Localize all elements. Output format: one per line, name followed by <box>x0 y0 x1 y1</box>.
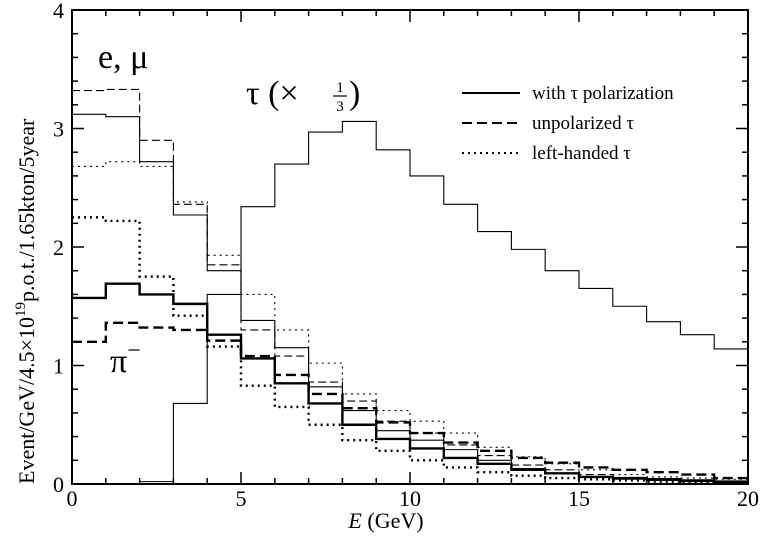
tick-labels: 0 5 10 15 20 0 1 2 3 4 <box>53 0 759 511</box>
annotation-pi-superscript: − <box>127 338 141 364</box>
annotation-tau-close: ) <box>349 75 360 112</box>
series-e_mu-dashed <box>72 88 748 483</box>
x-tick-label: 20 <box>737 486 759 511</box>
y-axis-label-exponent: 19 <box>13 302 29 317</box>
series-pi-dashed <box>72 321 748 480</box>
legend-label-unpolarized: unpolarized τ <box>532 113 634 134</box>
y-tick-label: 1 <box>53 354 64 379</box>
annotation-pi-symbol: π <box>110 343 127 380</box>
y-axis-label-main: Event/GeV/4.5×10 <box>14 317 39 484</box>
x-axis-unit: (GeV) <box>362 508 424 533</box>
x-tick-label: 15 <box>568 486 590 511</box>
x-tick-label: 0 <box>67 486 78 511</box>
x-axis-variable: E <box>347 508 362 533</box>
y-tick-label: 0 <box>53 472 64 497</box>
series-tau-solid <box>72 120 749 485</box>
y-axis-label-rest: p.o.t./1.65kton/5year <box>14 118 39 302</box>
annotation-tau: τ (× <box>246 75 299 112</box>
annotation-e-mu: e, μ <box>98 39 148 76</box>
series-group <box>72 88 749 485</box>
legend-label-left-handed: left-handed τ <box>532 143 631 164</box>
legend-label-polarized: with τ polarization <box>532 83 674 104</box>
y-tick-label: 3 <box>53 117 64 142</box>
annotation-tau-denominator: 3 <box>336 99 344 115</box>
y-tick-label: 2 <box>53 235 64 260</box>
y-tick-label: 4 <box>53 0 64 23</box>
annotation-tau-numerator: 1 <box>336 80 344 96</box>
series-pi-solid <box>72 282 748 483</box>
x-axis-label: E (GeV) <box>347 508 423 533</box>
x-tick-label: 5 <box>236 486 247 511</box>
x-tick-label: 10 <box>399 486 421 511</box>
annotation-pi: π− <box>110 338 141 380</box>
y-axis-label: Event/GeV/4.5×1019p.o.t./1.65kton/5year <box>13 118 39 484</box>
series-pi-dotted <box>72 216 748 485</box>
series-e_mu-dotted <box>72 161 748 480</box>
legend: with τ polarization unpolarized τ left-h… <box>462 83 674 164</box>
